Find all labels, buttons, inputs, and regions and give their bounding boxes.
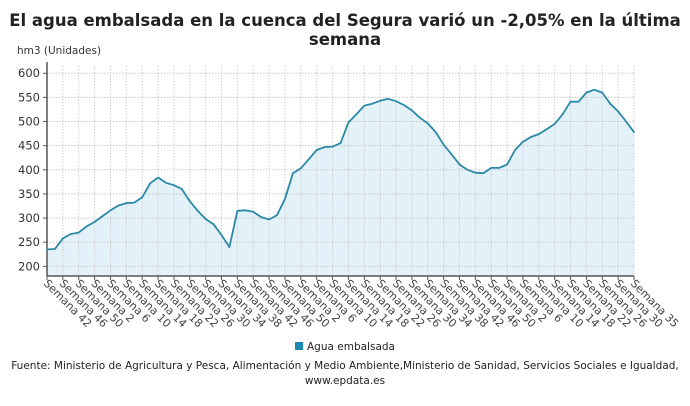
data-point [569,100,572,103]
data-point [268,218,270,221]
area-fill [47,89,634,276]
legend-swatch [295,342,303,350]
y-tick-label: 500 [18,115,40,129]
data-point [617,110,619,113]
data-point [133,201,136,204]
data-point [101,215,104,217]
data-point [426,122,429,125]
data-point [434,131,437,133]
data-point [109,209,112,212]
y-tick-label: 200 [18,259,40,273]
data-point [220,234,223,236]
data-point [347,121,350,124]
data-point [300,167,302,170]
data-point [625,120,627,123]
data-point [173,184,175,187]
data-point [292,172,294,174]
data-point [609,102,612,105]
data-point [252,210,255,213]
data-point [450,153,453,156]
data-point [62,237,64,240]
data-point [307,158,310,160]
data-point [411,109,413,112]
data-point [228,246,231,248]
chart-title: El agua embalsada en la cuenca del Segur… [9,11,681,49]
data-point [553,123,556,125]
data-point [577,100,580,103]
data-point [530,136,532,138]
data-point [46,248,48,251]
data-point [585,91,588,94]
data-point [244,209,247,212]
data-point [77,231,80,234]
data-point [331,145,334,148]
source-line-2: www.epdata.es [304,375,386,387]
data-point [387,98,389,100]
data-point [315,149,318,151]
data-point [482,172,485,174]
data-point [442,143,445,146]
y-tick-label: 600 [18,66,40,80]
data-point [149,182,151,185]
data-point [593,88,596,91]
y-tick-label: 350 [18,187,40,201]
data-point [474,171,477,174]
data-point [54,248,56,250]
y-tick-label: 250 [18,235,40,249]
data-point [490,167,493,169]
data-point [212,223,215,226]
data-point [395,100,397,103]
data-point [371,102,374,105]
y-axis-label: hm3 (Unidades) [17,45,102,57]
data-point [339,142,342,145]
data-point [498,167,500,169]
y-tick-label: 300 [18,211,40,225]
data-point [260,216,262,218]
data-point [355,113,358,116]
data-point [633,131,635,133]
data-point [117,204,120,207]
data-point [466,168,469,171]
data-point [514,149,516,151]
legend-label: Agua embalsada [307,341,395,353]
legend: Agua embalsada [0,341,690,353]
data-point [284,197,286,200]
data-point [538,133,540,135]
data-point [181,188,183,190]
y-tick-label: 450 [18,139,40,153]
data-point [141,196,143,199]
data-point [196,210,199,212]
data-point [403,104,405,106]
data-point [276,214,278,216]
y-tick-label: 400 [18,163,40,177]
data-point [85,225,88,228]
data-point [522,140,524,143]
data-point [125,202,128,204]
data-point [69,233,72,235]
data-point [165,182,167,184]
data-point [323,146,326,148]
data-point [157,176,159,179]
data-point [363,104,366,107]
data-point [379,99,381,102]
source-line-1: Fuente: Ministerio de Agricultura y Pesc… [11,360,679,372]
data-point [188,200,191,202]
data-point [458,163,461,166]
data-point [506,163,508,166]
data-point [93,221,96,223]
data-point [545,128,548,131]
data-point [204,218,207,220]
data-point [601,91,604,94]
data-point [419,116,421,119]
data-point [561,113,564,116]
data-point [236,210,239,212]
y-tick-label: 550 [18,90,40,104]
